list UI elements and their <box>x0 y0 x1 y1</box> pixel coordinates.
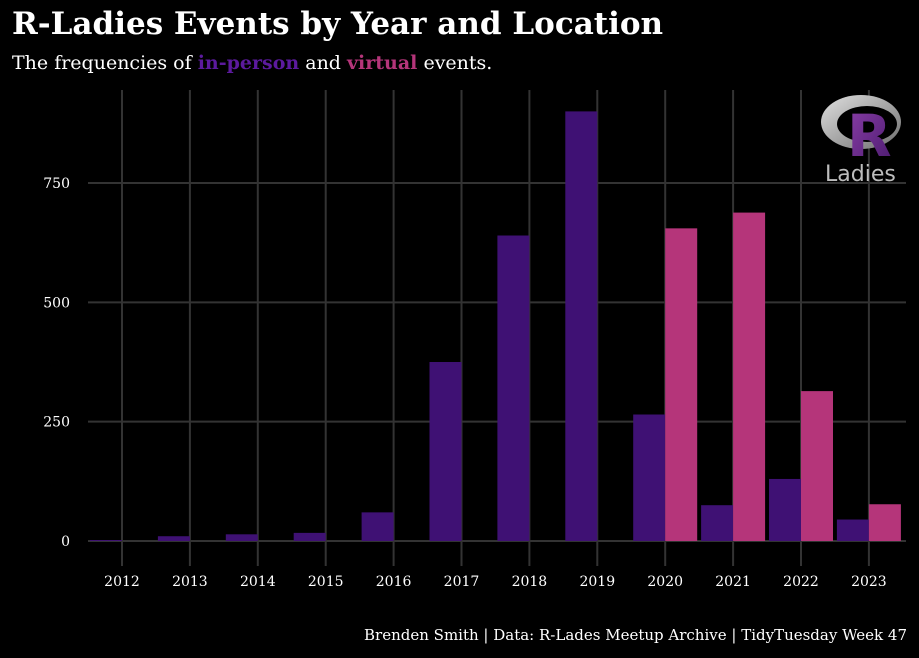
bar-virtual-2023 <box>868 504 901 541</box>
bar-virtual-2021 <box>733 212 766 541</box>
bar-in-person-2015 <box>293 532 326 541</box>
bar-in-person-2022 <box>769 478 801 541</box>
x-tick-label: 2016 <box>376 574 412 590</box>
bar-in-person-2020 <box>633 414 666 541</box>
bar-virtual-2022 <box>801 391 833 541</box>
x-tick-label: 2022 <box>783 574 819 590</box>
bar-in-person-2013 <box>157 536 190 541</box>
bar-in-person-2021 <box>701 505 734 541</box>
y-tick-label: 500 <box>43 295 70 311</box>
logo-r-letter: R <box>847 102 892 170</box>
r-ladies-logo: R Ladies <box>821 95 901 187</box>
bar-in-person-2023 <box>836 519 869 541</box>
subtitle-prefix: The frequencies of <box>12 52 198 74</box>
bar-in-person-2016 <box>361 512 394 541</box>
x-tick-label: 2015 <box>308 574 344 590</box>
subtitle-suffix: events. <box>417 52 493 74</box>
x-tick-label: 2014 <box>240 574 276 590</box>
x-tick-label: 2020 <box>647 574 683 590</box>
logo-wordmark: Ladies <box>825 162 896 187</box>
y-tick-label: 250 <box>43 415 70 431</box>
x-tick-label: 2019 <box>579 574 615 590</box>
x-tick-label: 2018 <box>512 574 548 590</box>
chart-caption: Brenden Smith | Data: R-Lades Meetup Arc… <box>364 626 907 644</box>
y-axis-tick-labels: 0 250 500 750 <box>43 176 70 550</box>
x-axis-tick-labels: 2012 2013 2014 2015 2016 2017 2018 2019 2020 2021… <box>104 574 887 590</box>
subtitle-middle: and <box>299 52 348 74</box>
bar-in-person-2012 <box>90 540 122 541</box>
chart-subtitle: The frequencies of in-person and virtual… <box>12 52 492 74</box>
bar-in-person-2017 <box>429 362 462 541</box>
x-tick-label: 2017 <box>444 574 480 590</box>
x-tick-label: 2023 <box>851 574 887 590</box>
x-tick-label: 2021 <box>715 574 751 590</box>
chart-title: R-Ladies Events by Year and Location <box>12 6 664 42</box>
bar-in-person-2014 <box>225 534 258 541</box>
bar-virtual-2020 <box>665 228 698 541</box>
bar-in-person-2019 <box>565 111 598 542</box>
subtitle-in-person-label: in-person <box>197 52 300 74</box>
y-tick-label: 0 <box>61 534 70 550</box>
bar-in-person-2018 <box>497 235 530 542</box>
bars <box>90 111 901 542</box>
y-tick-label: 750 <box>43 176 70 192</box>
subtitle-virtual-label: virtual <box>347 52 418 74</box>
x-tick-label: 2013 <box>172 574 208 590</box>
x-tick-label: 2012 <box>104 574 140 590</box>
